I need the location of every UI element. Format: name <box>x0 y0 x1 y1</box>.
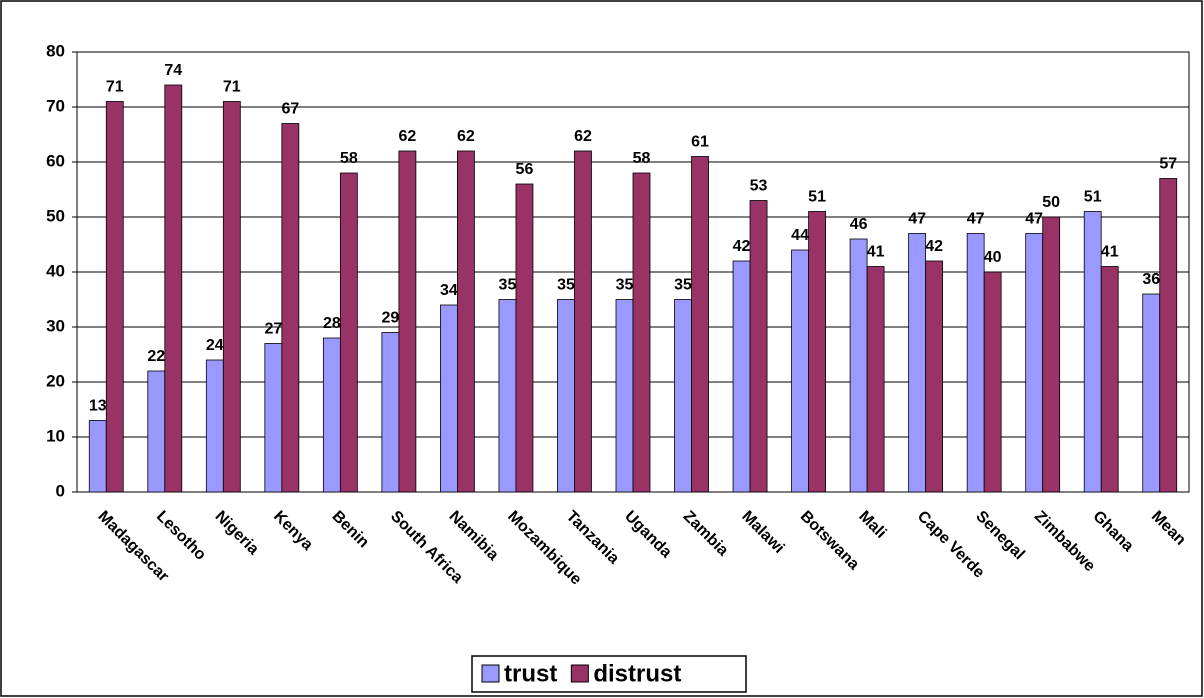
legend <box>471 655 747 693</box>
bar <box>574 150 592 493</box>
bar <box>966 233 985 493</box>
bar <box>498 299 517 493</box>
data-label: 67 <box>281 101 299 118</box>
data-label: 47 <box>967 211 985 228</box>
bar <box>925 260 944 493</box>
bar <box>983 271 1002 493</box>
bar <box>749 200 768 493</box>
bar <box>1042 216 1061 493</box>
y-tick-label: 50 <box>46 206 65 225</box>
bar <box>1159 178 1178 493</box>
y-tick-label: 10 <box>46 426 65 445</box>
data-label: 24 <box>206 337 224 354</box>
data-label: 22 <box>147 348 165 365</box>
data-label: 71 <box>106 79 124 96</box>
bar <box>674 299 692 493</box>
data-label: 57 <box>1159 156 1177 173</box>
data-label: 62 <box>398 128 416 145</box>
data-label: 74 <box>164 62 182 79</box>
bar <box>515 183 534 493</box>
bar <box>1142 293 1161 493</box>
data-label: 51 <box>808 189 826 206</box>
data-label: 71 <box>223 79 241 96</box>
data-label: 61 <box>691 134 709 151</box>
bar <box>791 249 809 493</box>
legend-label: trust <box>504 660 557 687</box>
data-label: 62 <box>457 128 475 145</box>
data-label: 35 <box>674 277 692 294</box>
data-label: 50 <box>1042 194 1060 211</box>
bar <box>264 343 283 493</box>
bar <box>440 304 458 493</box>
data-label: 56 <box>516 161 534 178</box>
bar <box>732 260 751 493</box>
legend-swatch <box>481 664 500 683</box>
data-label: 36 <box>1142 271 1160 288</box>
bar <box>398 150 417 493</box>
data-label: 27 <box>264 321 282 338</box>
data-label: 34 <box>440 282 458 299</box>
data-label: 42 <box>925 238 943 255</box>
bar <box>105 101 124 493</box>
y-tick-label: 0 <box>56 481 65 500</box>
data-label: 53 <box>750 178 768 195</box>
bar <box>615 299 634 493</box>
bar <box>205 359 224 493</box>
data-label: 41 <box>867 244 885 261</box>
bar <box>1100 266 1119 493</box>
bar <box>1083 211 1102 493</box>
bar <box>222 101 241 493</box>
data-label: 46 <box>850 216 868 233</box>
bar <box>557 299 575 493</box>
bar <box>632 172 651 493</box>
y-tick-label: 20 <box>46 371 65 390</box>
data-label: 62 <box>574 128 592 145</box>
data-label: 28 <box>323 315 341 332</box>
bar <box>691 156 709 493</box>
data-label: 58 <box>633 150 651 167</box>
legend-label: distrust <box>593 660 681 687</box>
data-label: 35 <box>499 277 517 294</box>
data-label: 51 <box>1084 189 1102 206</box>
y-tick-label: 30 <box>46 316 65 335</box>
data-label: 44 <box>791 227 809 244</box>
bar <box>908 233 927 493</box>
bar <box>808 211 826 493</box>
y-tick-label: 80 <box>46 41 65 60</box>
bar <box>866 266 885 493</box>
data-label: 47 <box>1025 211 1043 228</box>
data-label: 13 <box>89 398 107 415</box>
data-label: 58 <box>340 150 358 167</box>
bar <box>849 238 868 493</box>
bar <box>164 84 183 493</box>
data-label: 35 <box>557 277 575 294</box>
bar <box>1025 233 1044 493</box>
bar <box>88 420 107 493</box>
data-label: 29 <box>381 310 399 327</box>
data-label: 35 <box>616 277 634 294</box>
bar <box>457 150 475 493</box>
y-tick-label: 40 <box>46 261 65 280</box>
legend-swatch <box>570 664 589 683</box>
y-tick-label: 60 <box>46 151 65 170</box>
data-label: 41 <box>1101 244 1119 261</box>
data-label: 47 <box>908 211 926 228</box>
bar <box>339 172 358 493</box>
bar <box>281 123 300 493</box>
bar <box>381 332 400 493</box>
data-label: 40 <box>984 249 1002 266</box>
y-tick-label: 70 <box>46 96 65 115</box>
bar <box>322 337 341 493</box>
bar <box>147 370 166 493</box>
data-label: 42 <box>733 238 751 255</box>
